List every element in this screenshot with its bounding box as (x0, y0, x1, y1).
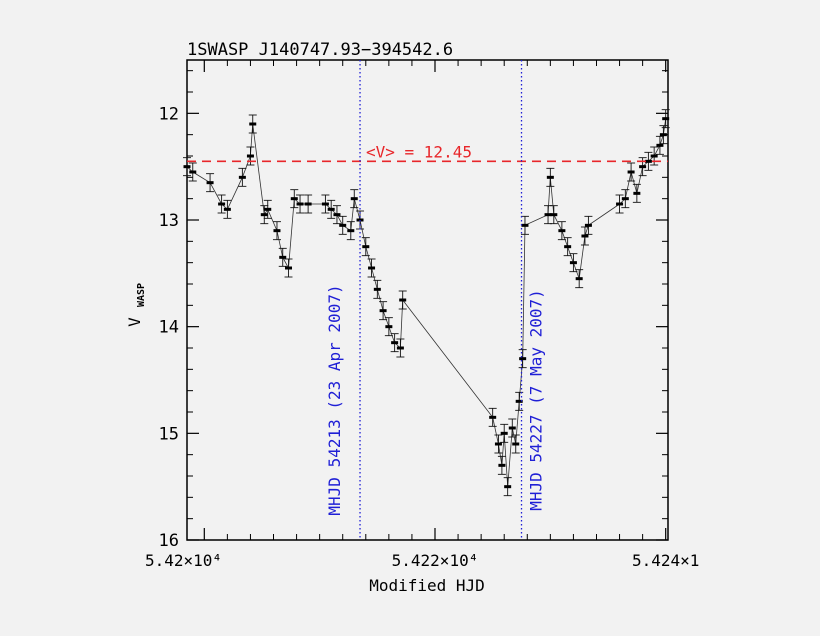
data-point (290, 189, 299, 209)
date-marker-label-bg (528, 265, 549, 533)
chart-title: 1SWASP J140747.93−394542.6 (187, 40, 453, 60)
data-point (327, 199, 336, 219)
data-point (350, 189, 359, 209)
mean-label: <V> = 12.45 (366, 142, 472, 161)
data-point (321, 194, 330, 214)
data-point (546, 167, 555, 187)
data-point (615, 194, 624, 214)
y-tick-label: 16 (159, 531, 179, 551)
series-line (186, 118, 667, 487)
data-point (361, 237, 370, 257)
data-point (223, 199, 232, 219)
data-point (278, 247, 287, 267)
y-tick-label: 14 (159, 318, 179, 338)
data-point (557, 221, 566, 241)
y-tick-label: 13 (159, 211, 179, 231)
data-point (508, 418, 517, 438)
data-point (390, 333, 399, 353)
data-point (284, 258, 293, 278)
data-point (384, 317, 393, 337)
data-point (500, 423, 509, 443)
data-point (580, 226, 589, 246)
data-point (396, 338, 405, 358)
y-tick-label: 12 (159, 104, 179, 124)
data-point (217, 194, 226, 214)
data-point (511, 434, 520, 454)
data-point (263, 199, 272, 219)
data-point (584, 215, 593, 235)
data-point (238, 167, 247, 187)
data-point (304, 194, 313, 214)
y-tick-label: 15 (159, 424, 179, 444)
data-point (272, 221, 281, 241)
data-point (398, 290, 407, 310)
data-point (346, 221, 355, 241)
data-point (188, 162, 197, 182)
data-point (632, 183, 641, 203)
data-point (518, 349, 527, 369)
x-tick-label: 5.424×1 (632, 551, 699, 570)
plot-frame (186, 59, 669, 541)
data-point (503, 477, 512, 497)
mean-label-bg (362, 143, 466, 160)
x-tick-label: 5.422×10⁴ (392, 551, 479, 570)
data-point (488, 407, 497, 427)
data-point (621, 189, 630, 209)
data-point (332, 205, 341, 225)
y-axis-label: V WASP (125, 283, 147, 327)
date-marker-label-bg (327, 265, 348, 533)
x-axis-label: Modified HJD (369, 576, 485, 595)
y-axis-label-main: V (125, 317, 144, 327)
x-tick-label: 5.42×10⁴ (145, 551, 222, 570)
data-point (379, 301, 388, 321)
data-point (655, 135, 664, 155)
data-point (659, 125, 668, 145)
data-point (520, 215, 529, 235)
data-point (367, 258, 376, 278)
data-point (338, 215, 347, 235)
y-axis-label-sub: WASP (136, 283, 147, 307)
data-point (373, 279, 382, 299)
data-point (644, 151, 653, 171)
data-point (497, 455, 506, 475)
date-marker-label: MHJD 54227 (7 May 2007) (527, 289, 546, 511)
data-point (661, 109, 670, 129)
data-point (248, 114, 257, 134)
data-point (549, 205, 558, 225)
data-point (575, 269, 584, 289)
data-point (296, 194, 305, 214)
data-point (563, 237, 572, 257)
data-point (627, 162, 636, 182)
data-point (206, 173, 215, 193)
data-point (569, 253, 578, 273)
plot-area: 12 13 14 15 165.42×10⁴ 5.422×10⁴ 5.424×1 <V> = … (145, 59, 699, 570)
date-marker-label: MHJD 54213 (23 Apr 2007) (325, 284, 344, 515)
data-point (494, 434, 503, 454)
